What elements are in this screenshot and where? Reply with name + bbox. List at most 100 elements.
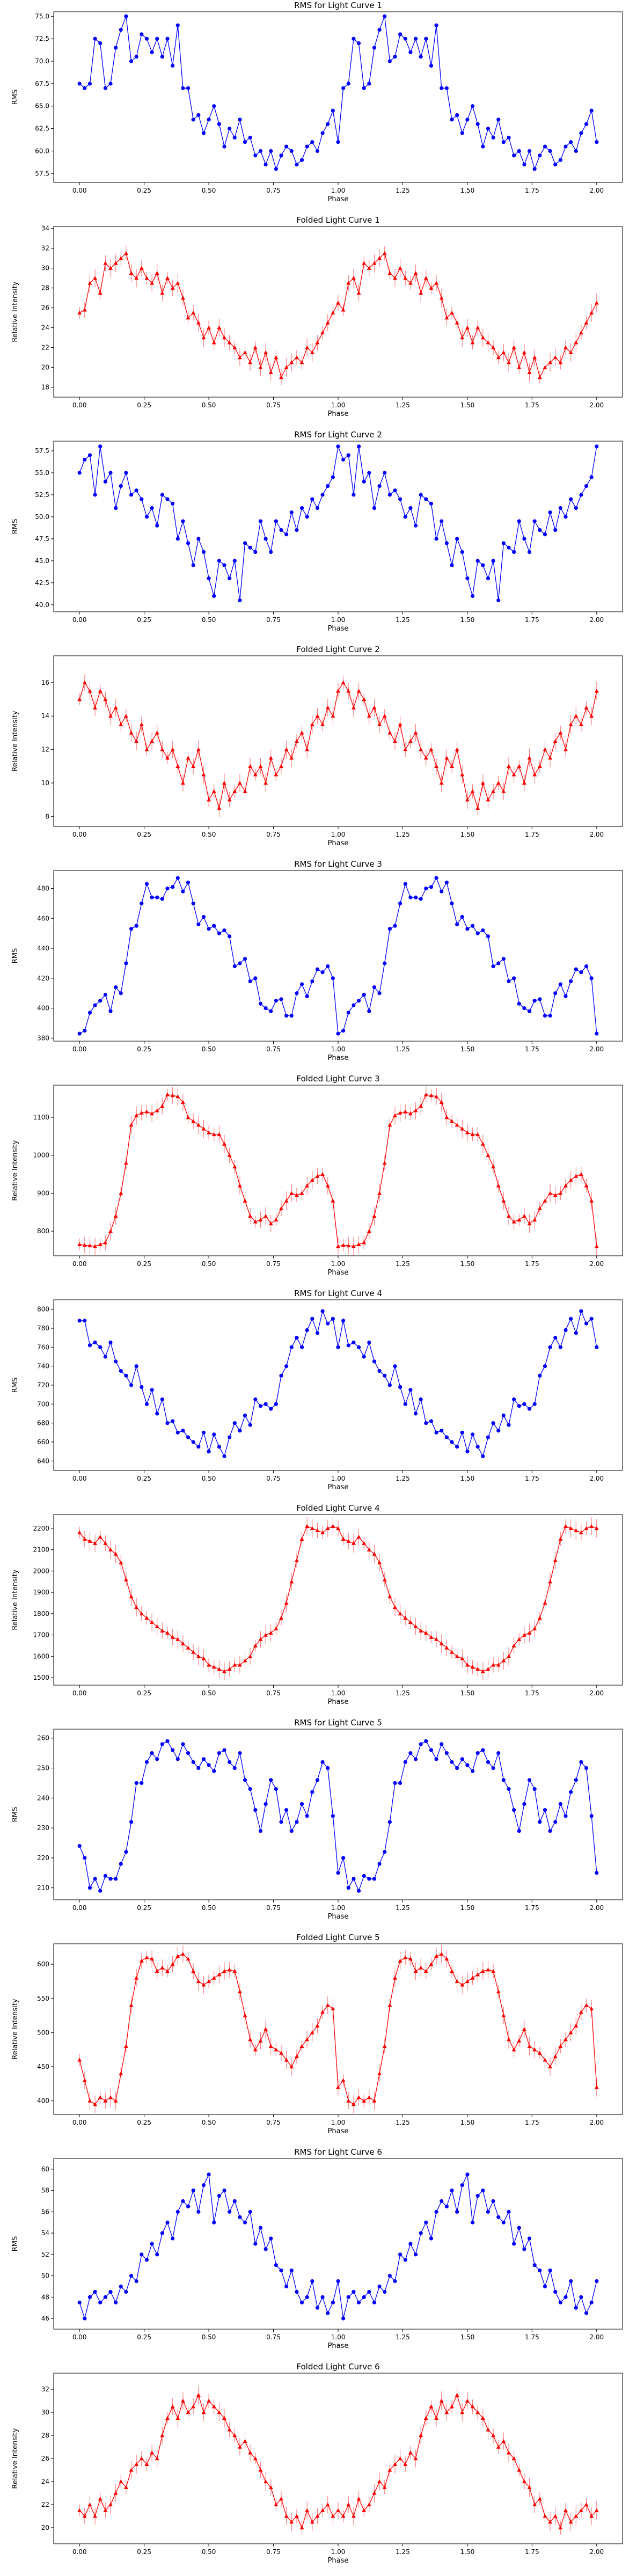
data-point bbox=[434, 1430, 438, 1435]
data-point bbox=[455, 1979, 459, 1984]
data-point bbox=[501, 1413, 506, 1418]
y-axis-label: Relative Intensity bbox=[11, 1140, 19, 1201]
data-point bbox=[377, 1191, 382, 1195]
data-point bbox=[268, 370, 273, 374]
data-point bbox=[455, 2209, 459, 2214]
data-point bbox=[419, 2231, 423, 2235]
data-point bbox=[398, 266, 402, 270]
data-point bbox=[284, 532, 289, 537]
data-point bbox=[243, 350, 247, 355]
data-point bbox=[491, 789, 496, 793]
y-tick-label: 400 bbox=[37, 1005, 49, 1012]
series-line bbox=[79, 1310, 597, 1458]
data-point bbox=[367, 714, 371, 718]
data-point bbox=[212, 924, 216, 928]
data-point bbox=[362, 1541, 367, 1545]
data-point bbox=[440, 1429, 444, 1433]
data-point bbox=[98, 2497, 103, 2501]
data-point bbox=[211, 1665, 216, 1669]
data-point bbox=[331, 475, 335, 479]
x-axis-label: Phase bbox=[328, 1698, 349, 1706]
x-axis-label: Phase bbox=[328, 2557, 349, 2565]
data-point bbox=[274, 2263, 278, 2267]
data-point bbox=[191, 1968, 196, 1973]
x-tick-label: 0.25 bbox=[137, 2119, 151, 2126]
data-point bbox=[93, 1003, 97, 1007]
data-point bbox=[119, 1560, 123, 1564]
x-tick-label: 0.25 bbox=[137, 1260, 151, 1268]
data-point bbox=[439, 780, 444, 785]
data-point bbox=[595, 140, 599, 144]
y-tick-label: 600 bbox=[37, 1960, 49, 1968]
x-tick-label: 1.75 bbox=[525, 1475, 539, 1482]
y-tick-label: 52 bbox=[41, 2251, 49, 2258]
data-point bbox=[419, 493, 423, 497]
data-point bbox=[264, 1402, 268, 1406]
data-point bbox=[532, 2047, 537, 2052]
data-point bbox=[341, 1028, 346, 1033]
x-axis-label: Phase bbox=[328, 410, 349, 418]
data-point bbox=[377, 991, 382, 996]
data-point bbox=[87, 1539, 92, 1543]
data-point bbox=[232, 2199, 237, 2204]
data-point bbox=[186, 880, 191, 884]
x-tick-label: 1.75 bbox=[525, 187, 539, 194]
data-point bbox=[180, 780, 185, 785]
data-point bbox=[207, 1130, 211, 1135]
data-point bbox=[310, 2030, 314, 2035]
data-point bbox=[227, 1967, 232, 1972]
data-point bbox=[289, 360, 294, 364]
x-tick-label: 0.75 bbox=[266, 1260, 281, 1268]
data-point bbox=[522, 1633, 526, 1637]
data-point bbox=[186, 1645, 191, 1650]
chart-panel-11: RMS for Light Curve 6 0.00 0.25 0.50 0.75 1.0… bbox=[11, 2147, 623, 2350]
data-point bbox=[346, 1539, 351, 1543]
data-point bbox=[579, 1760, 583, 1764]
data-point bbox=[362, 86, 366, 90]
y-tick-label: 60 bbox=[41, 2165, 49, 2173]
data-point bbox=[155, 1411, 159, 1416]
chart-title: RMS for Light Curve 3 bbox=[294, 859, 382, 869]
x-tick-label: 1.50 bbox=[460, 831, 475, 838]
data-point bbox=[501, 1778, 506, 1782]
data-point bbox=[253, 1397, 258, 1402]
data-point bbox=[299, 2525, 304, 2530]
data-point bbox=[243, 1778, 247, 1782]
data-point bbox=[191, 2189, 195, 2193]
data-point bbox=[82, 1536, 87, 1541]
data-point bbox=[346, 1343, 350, 1348]
data-point bbox=[538, 528, 542, 532]
data-point bbox=[387, 59, 392, 63]
x-tick-label: 0.50 bbox=[202, 2119, 216, 2126]
data-point bbox=[362, 992, 366, 997]
data-point bbox=[491, 1164, 496, 1169]
data-point bbox=[595, 1345, 599, 1349]
data-point bbox=[315, 1331, 320, 1335]
x-tick-label: 1.50 bbox=[460, 1475, 475, 1482]
data-point bbox=[155, 270, 159, 275]
data-point bbox=[103, 2098, 108, 2103]
data-point bbox=[408, 1751, 413, 1755]
x-tick-label: 2.00 bbox=[589, 2333, 604, 2341]
y-tick-label: 800 bbox=[37, 1306, 49, 1313]
x-axis-label: Phase bbox=[328, 2342, 349, 2350]
data-point bbox=[496, 2215, 501, 2219]
data-point bbox=[207, 1763, 211, 1767]
data-point bbox=[579, 131, 583, 135]
y-tick-label: 230 bbox=[37, 1824, 49, 1832]
y-tick-label: 45.0 bbox=[35, 557, 49, 565]
y-tick-label: 2200 bbox=[33, 1525, 49, 1532]
data-point bbox=[170, 1093, 175, 1097]
data-point bbox=[465, 797, 470, 802]
data-point bbox=[450, 2404, 454, 2409]
data-point bbox=[232, 2433, 237, 2438]
x-tick-label: 0.00 bbox=[72, 2333, 87, 2341]
chart-title: Folded Light Curve 3 bbox=[296, 1074, 379, 1084]
data-point bbox=[181, 2199, 185, 2204]
data-point bbox=[398, 497, 402, 501]
data-point bbox=[119, 2071, 123, 2075]
data-point bbox=[331, 1316, 335, 1321]
data-point bbox=[228, 1435, 232, 1439]
data-point bbox=[532, 1787, 537, 1791]
data-point bbox=[429, 885, 434, 889]
